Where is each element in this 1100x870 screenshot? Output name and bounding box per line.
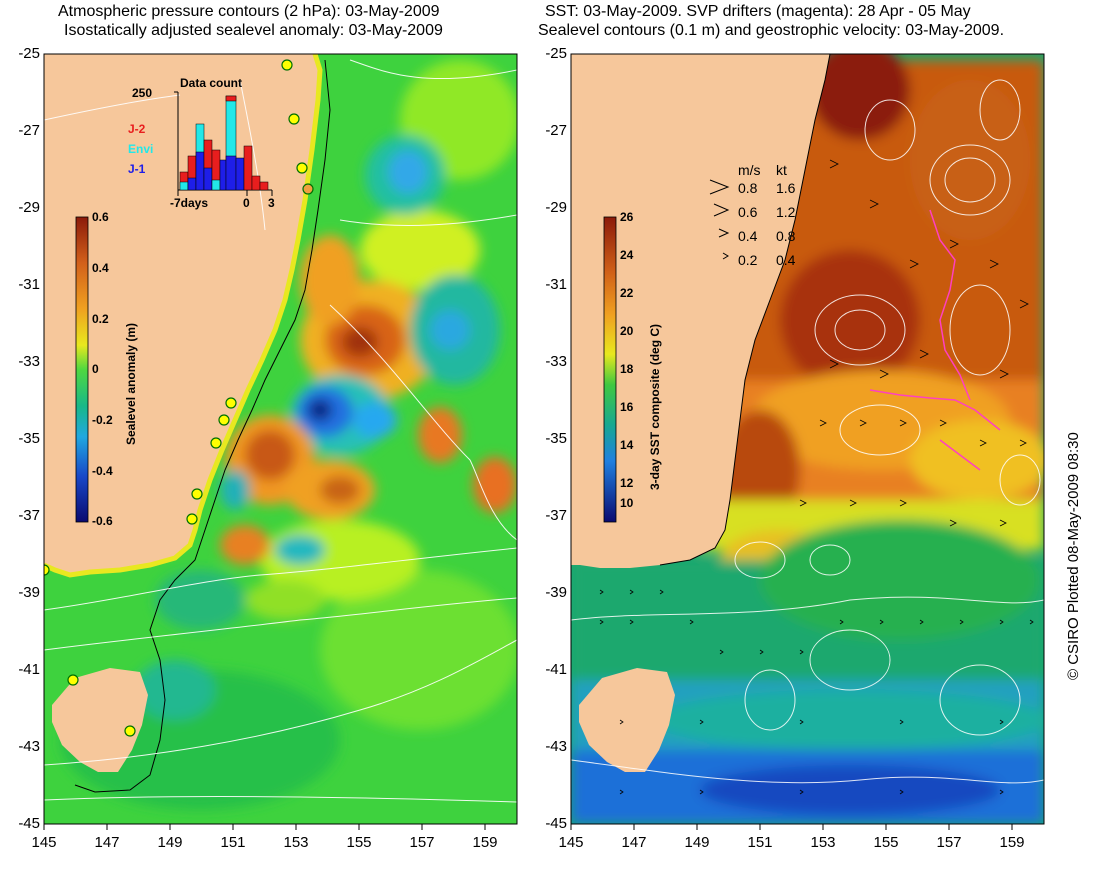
legend-envi: Envi [128,142,154,156]
legend-j1: J-1 [128,162,146,176]
x-tick: 149 [684,834,710,851]
colorbar-tick: 22 [620,286,634,300]
y-tick: -39 [545,584,567,601]
legend-j2: J-2 [128,122,146,136]
y-tick: -29 [545,199,567,216]
data-count-title: Data count [180,76,243,90]
y-tick: -27 [545,122,567,139]
y-tick: -31 [18,276,40,293]
y-tick: -37 [545,507,567,524]
y-tick: -39 [18,584,40,601]
y-tick: -45 [18,815,40,832]
vector-legend-kt: 1.2 [776,204,796,220]
colorbar-tick: 20 [620,324,634,338]
x-tick: 155 [346,834,372,851]
vector-legend-kt: 0.8 [776,228,796,244]
x-tick: 151 [747,834,773,851]
colorbar-tick: -0.4 [92,464,113,478]
data-count-histogram [174,91,273,196]
vector-legend-kt: 0.4 [776,252,796,268]
vector-legend-ms: 0.8 [738,180,758,196]
vector-legend-arrows [709,179,730,260]
x-tick: 157 [936,834,962,851]
y-tick: -43 [545,738,567,755]
y-tick: -43 [18,738,40,755]
x-tick: 145 [558,834,584,851]
y-tick: -37 [18,507,40,524]
x-tick: 157 [409,834,435,851]
vector-legend-kt: 1.6 [776,180,796,196]
x-tick: 159 [999,834,1025,851]
y-tick: -31 [545,276,567,293]
y-tick: -29 [18,199,40,216]
colorbar-tick: 0.4 [92,261,109,275]
sst-colorbar [603,216,617,523]
left-title-line2: Isostatically adjusted sealevel anomaly:… [64,22,443,39]
x-tick: 153 [810,834,836,851]
y-tick: -35 [18,430,40,447]
y-tick: -41 [545,661,567,678]
data-count-xlabel: 3 [268,196,275,210]
x-tick: 145 [31,834,57,851]
x-tick: 159 [472,834,498,851]
data-count-xlabel: -7days [170,196,209,210]
colorbar-tick: -0.2 [92,413,113,427]
vector-legend-unit-ms: m/s [738,162,761,178]
sst-colorbar-label: 3-day SST composite (deg C) [648,323,662,490]
x-tick: 151 [220,834,246,851]
right-title-line2: Sealevel contours (0.1 m) and geostrophi… [538,22,1005,39]
right-title-line1: SST: 03-May-2009. SVP drifters (magenta)… [545,3,971,20]
y-tick: -25 [545,45,567,62]
vector-legend-unit-kt: kt [776,162,787,178]
colorbar-tick: 10 [620,496,634,510]
y-tick: -25 [18,45,40,62]
colorbar-tick: 0.2 [92,312,109,326]
left-title-line1: Atmospheric pressure contours (2 hPa): 0… [58,3,440,20]
colorbar-tick: 24 [620,248,634,262]
colorbar-tick: 0.6 [92,210,109,224]
y-tick: -41 [18,661,40,678]
y-tick: -45 [545,815,567,832]
y-tick: -27 [18,122,40,139]
colorbar-tick: -0.6 [92,514,113,528]
y-tick: -33 [545,353,567,370]
vector-legend-ms: 0.6 [738,204,758,220]
copyright-note: © CSIRO Plotted 08-May-2009 08:30 [1065,432,1082,680]
sst-map [571,54,1044,824]
colorbar-tick: 12 [620,476,634,490]
x-tick: 153 [283,834,309,851]
vector-legend-ms: 0.4 [738,228,758,244]
x-tick: 147 [94,834,120,851]
x-tick: 147 [621,834,647,851]
vector-legend-ms: 0.2 [738,252,758,268]
x-tick: 155 [873,834,899,851]
colorbar-tick: 18 [620,362,634,376]
data-count-ymax: 250 [132,86,153,100]
x-tick: 149 [157,834,183,851]
data-count-xlabel: 0 [243,196,250,210]
sla-colorbar-label: Sealevel anomaly (m) [124,322,138,445]
y-tick: -33 [18,353,40,370]
colorbar-tick: 16 [620,400,634,414]
y-tick: -35 [545,430,567,447]
colorbar-tick: 0 [92,362,99,376]
sla-map [44,54,517,824]
sla-colorbar [75,216,89,523]
colorbar-tick: 26 [620,210,634,224]
colorbar-tick: 14 [620,438,634,452]
